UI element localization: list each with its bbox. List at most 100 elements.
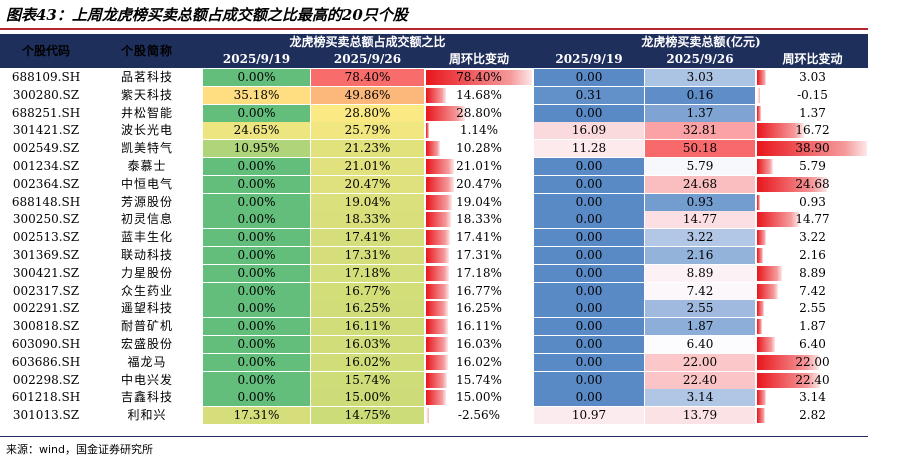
bottom-rule xyxy=(0,436,868,437)
amt-change-bar xyxy=(757,248,764,263)
stock-code: 001234.SZ xyxy=(12,159,80,173)
amt-date2: 0.16 xyxy=(645,86,755,104)
amt-date1: 0.00 xyxy=(534,247,644,264)
amt-change: 3.22 xyxy=(757,229,868,246)
amt-date1: 10.97 xyxy=(534,407,644,425)
pct-change-bar xyxy=(426,354,448,370)
pct-p2: 20.47% xyxy=(311,175,424,193)
amt-date1: 0.00 xyxy=(534,211,644,229)
pct-change: 19.04% xyxy=(426,194,532,211)
table-row: 300421.SZ 力星股份 0.00% 17.18% 17.18% 0.00 8.89 8.… xyxy=(0,264,868,282)
amt-change-bar xyxy=(757,337,776,352)
amt-date2: 5.79 xyxy=(645,158,755,175)
table-row: 301013.SZ 利和兴 17.31% 14.75% -2.56% 10.97 13.79… xyxy=(0,407,868,425)
pct-change-bar xyxy=(426,105,465,121)
pct-p2: 17.31% xyxy=(311,247,424,264)
stock-code: 603686.SH xyxy=(11,354,81,369)
amt-change: 2.82 xyxy=(757,407,868,424)
pct-change-value: 16.02% xyxy=(456,354,502,369)
amt-change-value: 22.00 xyxy=(795,354,830,369)
pct-change-value: 16.25% xyxy=(456,301,502,316)
pct-change-value: 78.40% xyxy=(456,70,502,84)
amt-date2: 32.81 xyxy=(645,122,755,140)
table-row: 300280.SZ 紫天科技 35.18% 49.86% 14.68% 0.31 0.16 -… xyxy=(0,86,868,104)
source-note: 来源：wind，国金证券研究所 xyxy=(6,443,154,456)
pct-change-value: 16.03% xyxy=(456,337,502,351)
amt-date2: 14.77 xyxy=(645,211,755,229)
pct-change-value: 17.31% xyxy=(456,248,502,262)
stock-code: 002298.SZ xyxy=(12,372,80,387)
amt-date1: 0.00 xyxy=(534,104,644,122)
pct-p1: 0.00% xyxy=(203,300,310,318)
pct-change-bar xyxy=(426,283,449,299)
pct-change-value: 16.77% xyxy=(456,283,502,298)
pct-p2: 17.41% xyxy=(311,229,424,247)
amt-change: 1.87 xyxy=(757,318,868,335)
pct-change-value: 17.41% xyxy=(456,230,502,245)
pct-change-value: 15.74% xyxy=(456,372,502,387)
stock-name: 井松智能 xyxy=(120,105,173,120)
stock-code: 002291.SZ xyxy=(12,301,80,316)
amt-change: 5.79 xyxy=(757,158,868,175)
stock-code: 301369.SZ xyxy=(12,248,80,262)
amt-change-value: -0.15 xyxy=(797,87,828,102)
amt-date1: 0.00 xyxy=(534,389,644,407)
header-amt-change: 周环比变动 xyxy=(782,52,843,66)
pct-change: 16.11% xyxy=(426,318,532,335)
stock-name: 宏盛股份 xyxy=(120,337,173,351)
amt-date2: 13.79 xyxy=(645,407,755,425)
stock-code: 301421.SZ xyxy=(12,123,80,138)
amt-date1: 0.00 xyxy=(534,282,644,300)
amt-change-value: 3.14 xyxy=(799,390,826,405)
pct-p1: 0.00% xyxy=(203,247,310,264)
table-row: 300818.SZ 耐普矿机 0.00% 16.11% 16.11% 0.00 1.87 1.… xyxy=(0,318,868,336)
pct-change-value: 1.14% xyxy=(459,123,499,138)
pct-change: 10.28% xyxy=(426,140,532,157)
stock-name: 中电兴发 xyxy=(120,372,173,387)
pct-change-bar xyxy=(426,408,430,424)
pct-change-bar xyxy=(426,372,448,388)
amt-change-bar xyxy=(757,230,767,246)
stock-name: 遥望科技 xyxy=(120,301,173,316)
table-row: 002549.SZ 凯美特气 10.95% 21.23% 10.28% 11.28 50.1… xyxy=(0,140,868,158)
amt-date2: 2.16 xyxy=(645,247,755,264)
pct-change: 16.02% xyxy=(426,354,532,371)
pct-p1: 0.00% xyxy=(203,229,310,247)
title-rule xyxy=(0,28,868,30)
amt-date1: 11.28 xyxy=(534,140,644,158)
stock-name: 波长光电 xyxy=(120,123,173,138)
pct-p1: 0.00% xyxy=(203,336,310,353)
amt-date1: 0.00 xyxy=(534,175,644,193)
amt-change-bar xyxy=(757,283,778,299)
table-row: 002364.SZ 中恒电气 0.00% 20.47% 20.47% 0.00 24.68 2… xyxy=(0,175,868,193)
table-row: 301421.SZ 波长光电 24.65% 25.79% 1.14% 16.09 32.81… xyxy=(0,122,868,140)
amt-date2: 1.87 xyxy=(645,318,755,336)
amt-date1: 0.00 xyxy=(534,371,644,389)
amt-date2: 6.40 xyxy=(645,336,755,353)
stock-name: 耐普矿机 xyxy=(120,319,173,334)
amt-change-bar xyxy=(757,301,765,317)
amt-date1: 0.00 xyxy=(534,69,644,86)
amt-change: 24.68 xyxy=(757,176,868,193)
pct-p2: 16.11% xyxy=(311,318,424,336)
pct-p1: 0.00% xyxy=(203,158,310,175)
header-name: 个股简称 xyxy=(120,44,173,58)
table-row: 002291.SZ 遥望科技 0.00% 16.25% 16.25% 0.00 2.55 2.… xyxy=(0,300,868,318)
table-row: 688251.SH 井松智能 0.00% 28.80% 28.80% 0.00 1.37 1.… xyxy=(0,104,868,122)
amt-date1: 0.00 xyxy=(534,300,644,318)
pct-p2: 16.77% xyxy=(311,282,424,300)
pct-change-bar xyxy=(426,176,454,192)
pct-change-bar xyxy=(426,141,440,157)
pct-change-value: 18.33% xyxy=(456,212,502,227)
pct-p1: 0.00% xyxy=(203,282,310,300)
pct-change-bar xyxy=(426,87,446,103)
amt-date2: 8.89 xyxy=(645,264,755,282)
amt-change-bar xyxy=(757,354,820,370)
pct-p1: 0.00% xyxy=(203,193,310,211)
stock-code: 601218.SH xyxy=(11,390,81,405)
amt-change-value: 38.90 xyxy=(795,141,830,156)
amt-date1: 0.00 xyxy=(534,318,644,336)
amt-change: 8.89 xyxy=(757,265,868,282)
amt-change: 16.72 xyxy=(757,122,868,139)
amt-change-value: 2.82 xyxy=(799,408,826,423)
